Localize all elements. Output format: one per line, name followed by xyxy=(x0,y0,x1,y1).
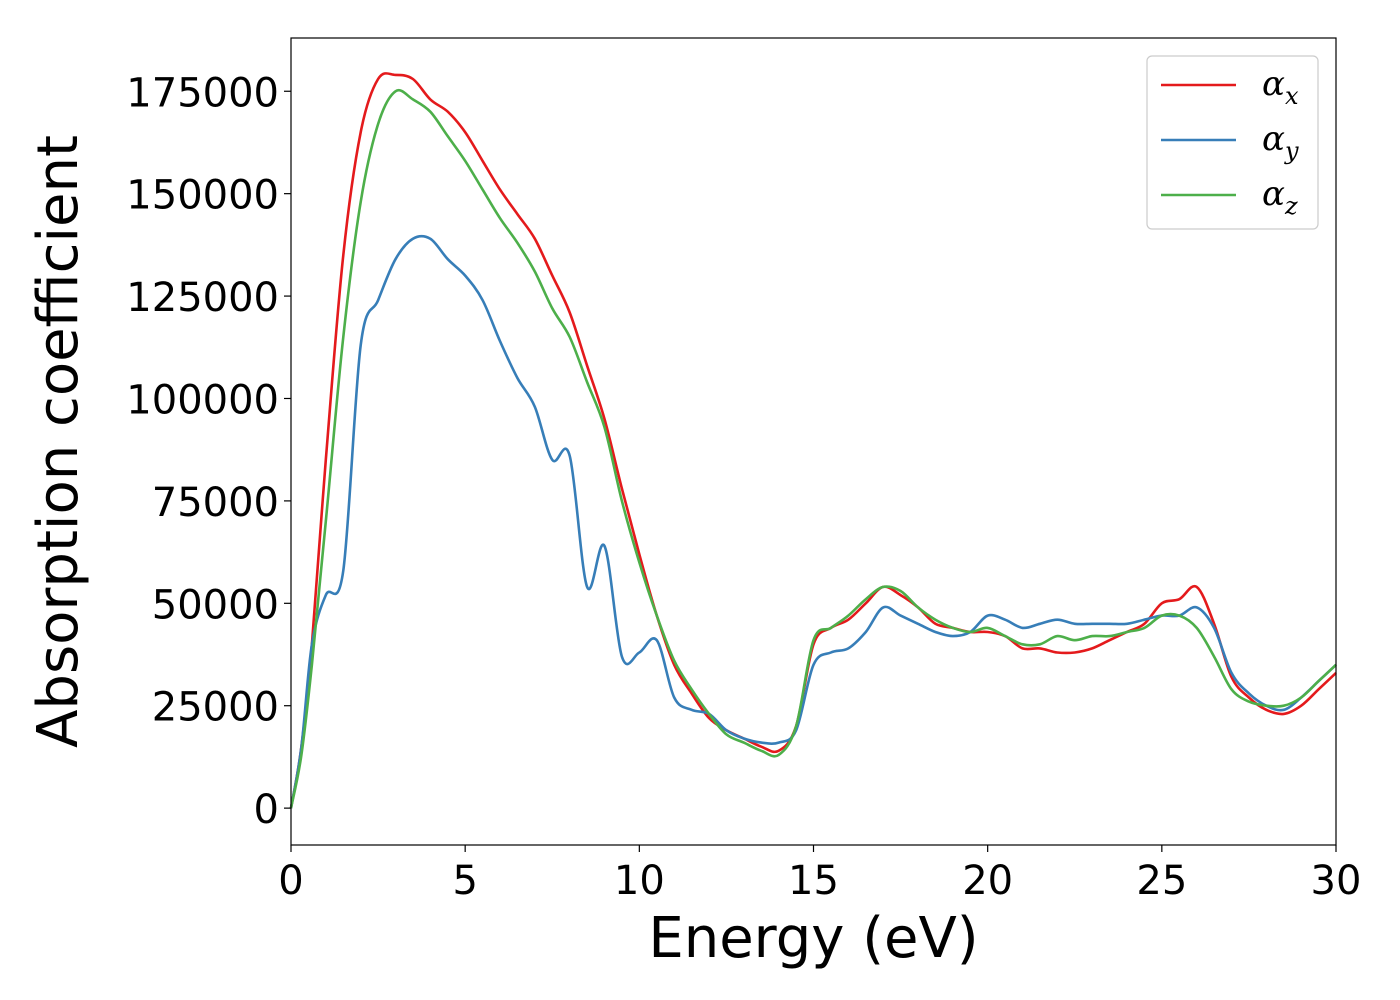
legend-label-y: αy xyxy=(1262,119,1299,165)
x-axis-label: Energy (eV) xyxy=(648,906,978,971)
series-line-z xyxy=(289,89,1337,809)
y-tick-label: 100000 xyxy=(126,377,279,423)
x-tick-label: 0 xyxy=(278,858,303,904)
y-tick-label: 175000 xyxy=(126,70,279,116)
y-tick-label: 25000 xyxy=(152,685,279,731)
series-line-y xyxy=(289,234,1337,809)
y-tick-label: 150000 xyxy=(126,173,279,219)
y-tick-label: 75000 xyxy=(152,480,279,526)
legend-box xyxy=(1146,55,1319,230)
x-tick-label: 25 xyxy=(1136,858,1187,904)
plot-lines xyxy=(289,72,1337,809)
y-axis-label: Absorption coefficient xyxy=(26,135,91,748)
x-tick-label: 20 xyxy=(962,858,1013,904)
y-tick-label: 0 xyxy=(254,787,279,833)
x-tick-label: 5 xyxy=(452,858,477,904)
legend: αx αy αz xyxy=(1146,55,1319,230)
x-tick-label: 10 xyxy=(614,858,665,904)
x-tick-label: 30 xyxy=(1311,858,1362,904)
legend-label-z: αz xyxy=(1262,174,1298,220)
legend-label-x: αx xyxy=(1262,64,1299,110)
x-tick-label: 15 xyxy=(788,858,839,904)
ticks: 0 5 10 15 20 25 30 0 25000 50000 75000 100000 125000… xyxy=(126,70,1361,904)
y-tick-label: 125000 xyxy=(126,275,279,321)
y-tick-label: 50000 xyxy=(152,582,279,628)
